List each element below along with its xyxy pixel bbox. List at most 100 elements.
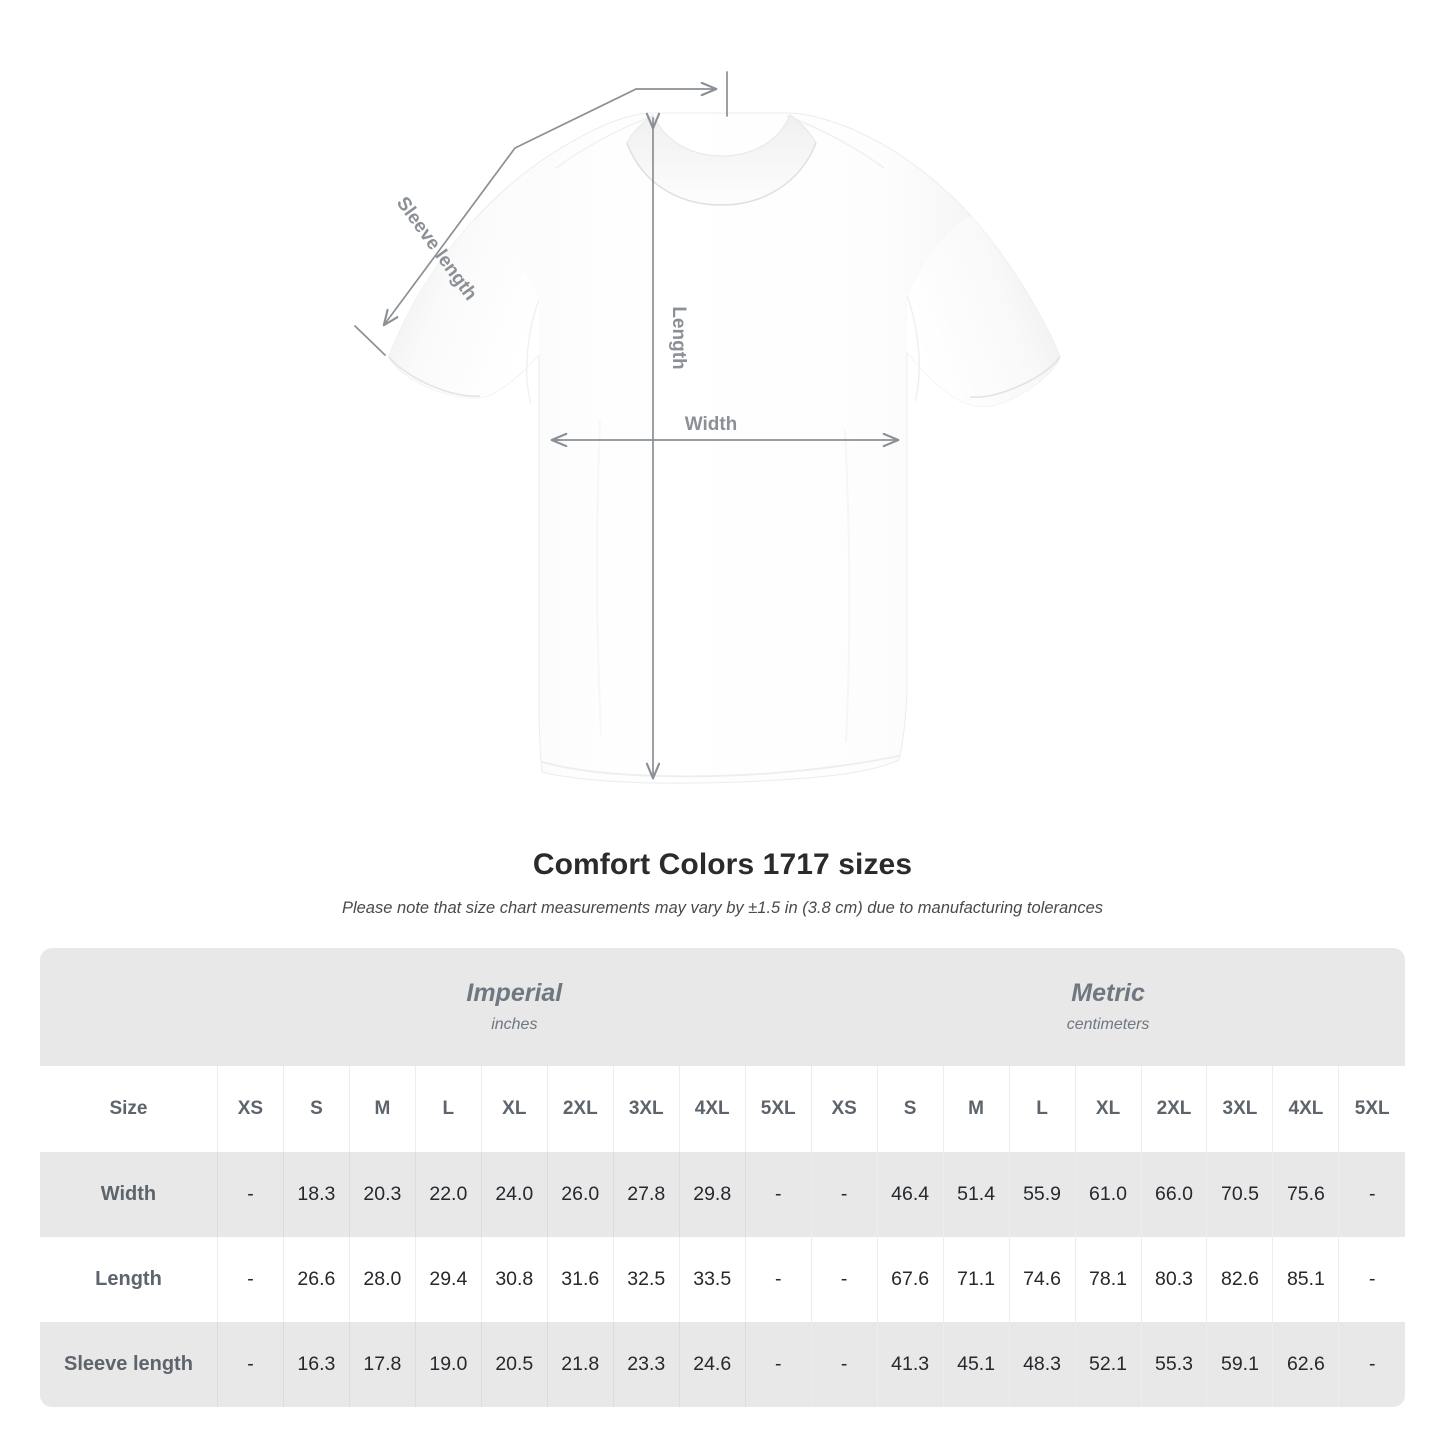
size-header-metric-s: S: [876, 1066, 944, 1152]
fold-left: [596, 419, 602, 736]
cell-length-imperial-5xl: -: [744, 1237, 812, 1322]
cell-length-imperial-s: 26.6: [282, 1237, 350, 1322]
left-shoulder-seam: [555, 115, 654, 169]
cell-length-imperial-xs: -: [216, 1237, 284, 1322]
cell-length-imperial-l: 29.4: [414, 1237, 482, 1322]
cell-width-imperial-s: 18.3: [282, 1152, 350, 1237]
cell-sleeve-length-imperial-4xl: 24.6: [678, 1322, 746, 1407]
cell-width-metric-m: 51.4: [942, 1152, 1010, 1237]
size-header-imperial-l: L: [414, 1066, 482, 1152]
size-header-metric-2xl: 2XL: [1140, 1066, 1207, 1152]
cell-sleeve-length-imperial-2xl: 21.8: [546, 1322, 614, 1407]
cell-sleeve-length-imperial-5xl: -: [744, 1322, 812, 1407]
cell-width-metric-4xl: 75.6: [1272, 1152, 1339, 1237]
cell-sleeve-length-imperial-xl: 20.5: [480, 1322, 548, 1407]
tshirt-illustration: [388, 112, 1061, 784]
row-label-length: Length: [40, 1237, 218, 1322]
cell-width-imperial-4xl: 29.8: [678, 1152, 746, 1237]
cell-width-imperial-2xl: 26.0: [546, 1152, 614, 1237]
left-armhole-seam: [526, 299, 540, 405]
row-label-sleeve-length: Sleeve length: [40, 1322, 218, 1407]
cell-width-imperial-5xl: -: [744, 1152, 812, 1237]
cell-sleeve-length-metric-m: 45.1: [942, 1322, 1010, 1407]
cell-sleeve-length-metric-xl: 52.1: [1074, 1322, 1142, 1407]
cell-sleeve-length-imperial-xs: -: [216, 1322, 284, 1407]
cell-length-metric-s: 67.6: [876, 1237, 944, 1322]
cell-length-metric-4xl: 85.1: [1272, 1237, 1339, 1322]
cell-width-metric-s: 46.4: [876, 1152, 944, 1237]
cell-length-metric-m: 71.1: [942, 1237, 1010, 1322]
size-header-metric-5xl: 5XL: [1338, 1066, 1405, 1152]
size-header-row: Size XS S M L XL 2XL 3XL 4XL 5XL XS S M L XL 2XL 3XL 4XL 5…: [40, 1066, 1405, 1152]
tolerance-note: Please note that size chart measurements…: [341, 899, 1104, 917]
cell-sleeve-length-metric-5xl: -: [1338, 1322, 1405, 1407]
cell-length-metric-5xl: -: [1338, 1237, 1405, 1322]
size-header-imperial-s: S: [282, 1066, 350, 1152]
cell-width-imperial-3xl: 27.8: [612, 1152, 680, 1237]
unit-banner-row: Imperial inches Metric centimeters: [40, 948, 1405, 1066]
size-header-metric-4xl: 4XL: [1272, 1066, 1339, 1152]
table-row: Sleeve length -16.3 17.8 19.0 20.5 21.8 23.3 24…: [40, 1322, 1405, 1407]
cell-length-imperial-3xl: 32.5: [612, 1237, 680, 1322]
cell-length-imperial-xl: 30.8: [480, 1237, 548, 1322]
cell-length-metric-3xl: 82.6: [1206, 1237, 1273, 1322]
cell-width-imperial-l: 22.0: [414, 1152, 482, 1237]
cell-length-imperial-m: 28.0: [348, 1237, 416, 1322]
unit-cell-metric: Metric centimeters: [811, 948, 1405, 1066]
table-row: Length -26.6 28.0 29.4 30.8 31.6 32.5 33.5- -67.…: [40, 1237, 1405, 1322]
cell-sleeve-length-metric-2xl: 55.3: [1140, 1322, 1207, 1407]
collar-inner-edge: [626, 142, 817, 206]
tshirt-diagram: Sleeve length Length Width: [354, 71, 1061, 784]
left-sleeve-shade: [389, 220, 539, 398]
cell-sleeve-length-imperial-s: 16.3: [282, 1322, 350, 1407]
cell-sleeve-length-imperial-3xl: 23.3: [612, 1322, 680, 1407]
cell-sleeve-length-metric-s: 41.3: [876, 1322, 944, 1407]
unit-name-imperial: Imperial: [466, 979, 563, 1007]
size-header-imperial-4xl: 4XL: [678, 1066, 746, 1152]
title-block: Comfort Colors 1717 sizes Please note th…: [0, 845, 1445, 921]
cell-length-metric-xs: -: [810, 1237, 878, 1322]
cell-length-metric-2xl: 80.3: [1140, 1237, 1207, 1322]
size-header-metric-3xl: 3XL: [1206, 1066, 1273, 1152]
fold-right: [844, 429, 851, 743]
size-header-imperial-xl: XL: [480, 1066, 548, 1152]
right-sleeve-hem: [969, 356, 1061, 398]
sleeve-length-arrow: [354, 88, 637, 356]
cell-width-imperial-xl: 24.0: [480, 1152, 548, 1237]
size-header-imperial-5xl: 5XL: [744, 1066, 812, 1152]
shirt-body-shape: [388, 112, 1061, 784]
size-header-imperial-2xl: 2XL: [546, 1066, 614, 1152]
size-header-metric-m: M: [942, 1066, 1010, 1152]
cell-sleeve-length-metric-xs: -: [810, 1322, 878, 1407]
cell-width-metric-l: 55.9: [1008, 1152, 1076, 1237]
cell-length-imperial-4xl: 33.5: [678, 1237, 746, 1322]
cell-sleeve-length-metric-3xl: 59.1: [1206, 1322, 1273, 1407]
right-sleeve-shade: [907, 216, 1060, 407]
cell-width-metric-xs: -: [810, 1152, 878, 1237]
shoulder-reference-arrow: [635, 71, 728, 117]
size-header-imperial-m: M: [348, 1066, 416, 1152]
unit-spacer-cell: [40, 948, 218, 1066]
row-label-width: Width: [40, 1152, 218, 1237]
size-header-imperial-xs: XS: [216, 1066, 284, 1152]
left-sleeve-hem: [388, 356, 481, 397]
unit-cell-imperial: Imperial inches: [217, 948, 812, 1066]
unit-sub-imperial: inches: [491, 1016, 538, 1033]
right-armhole-seam: [906, 295, 920, 402]
cell-sleeve-length-metric-4xl: 62.6: [1272, 1322, 1339, 1407]
cell-sleeve-length-metric-l: 48.3: [1008, 1322, 1076, 1407]
cell-width-imperial-xs: -: [216, 1152, 284, 1237]
size-table-container: Imperial inches Metric centimeters Size X…: [40, 948, 1405, 1407]
length-label: Length: [668, 306, 689, 369]
table-row: Width -18.3 20.3 22.0 24.0 26.0 27.8 29.8- -46.4…: [40, 1152, 1405, 1237]
page-title: Comfort Colors 1717 sizes: [532, 848, 913, 881]
cell-width-metric-5xl: -: [1338, 1152, 1405, 1237]
size-header-label: Size: [40, 1066, 218, 1152]
size-header-imperial-3xl: 3XL: [612, 1066, 680, 1152]
cell-sleeve-length-imperial-m: 17.8: [348, 1322, 416, 1407]
unit-sub-metric: centimeters: [1066, 1016, 1150, 1033]
cell-length-metric-xl: 78.1: [1074, 1237, 1142, 1322]
cell-width-metric-3xl: 70.5: [1206, 1152, 1273, 1237]
cell-length-imperial-2xl: 31.6: [546, 1237, 614, 1322]
